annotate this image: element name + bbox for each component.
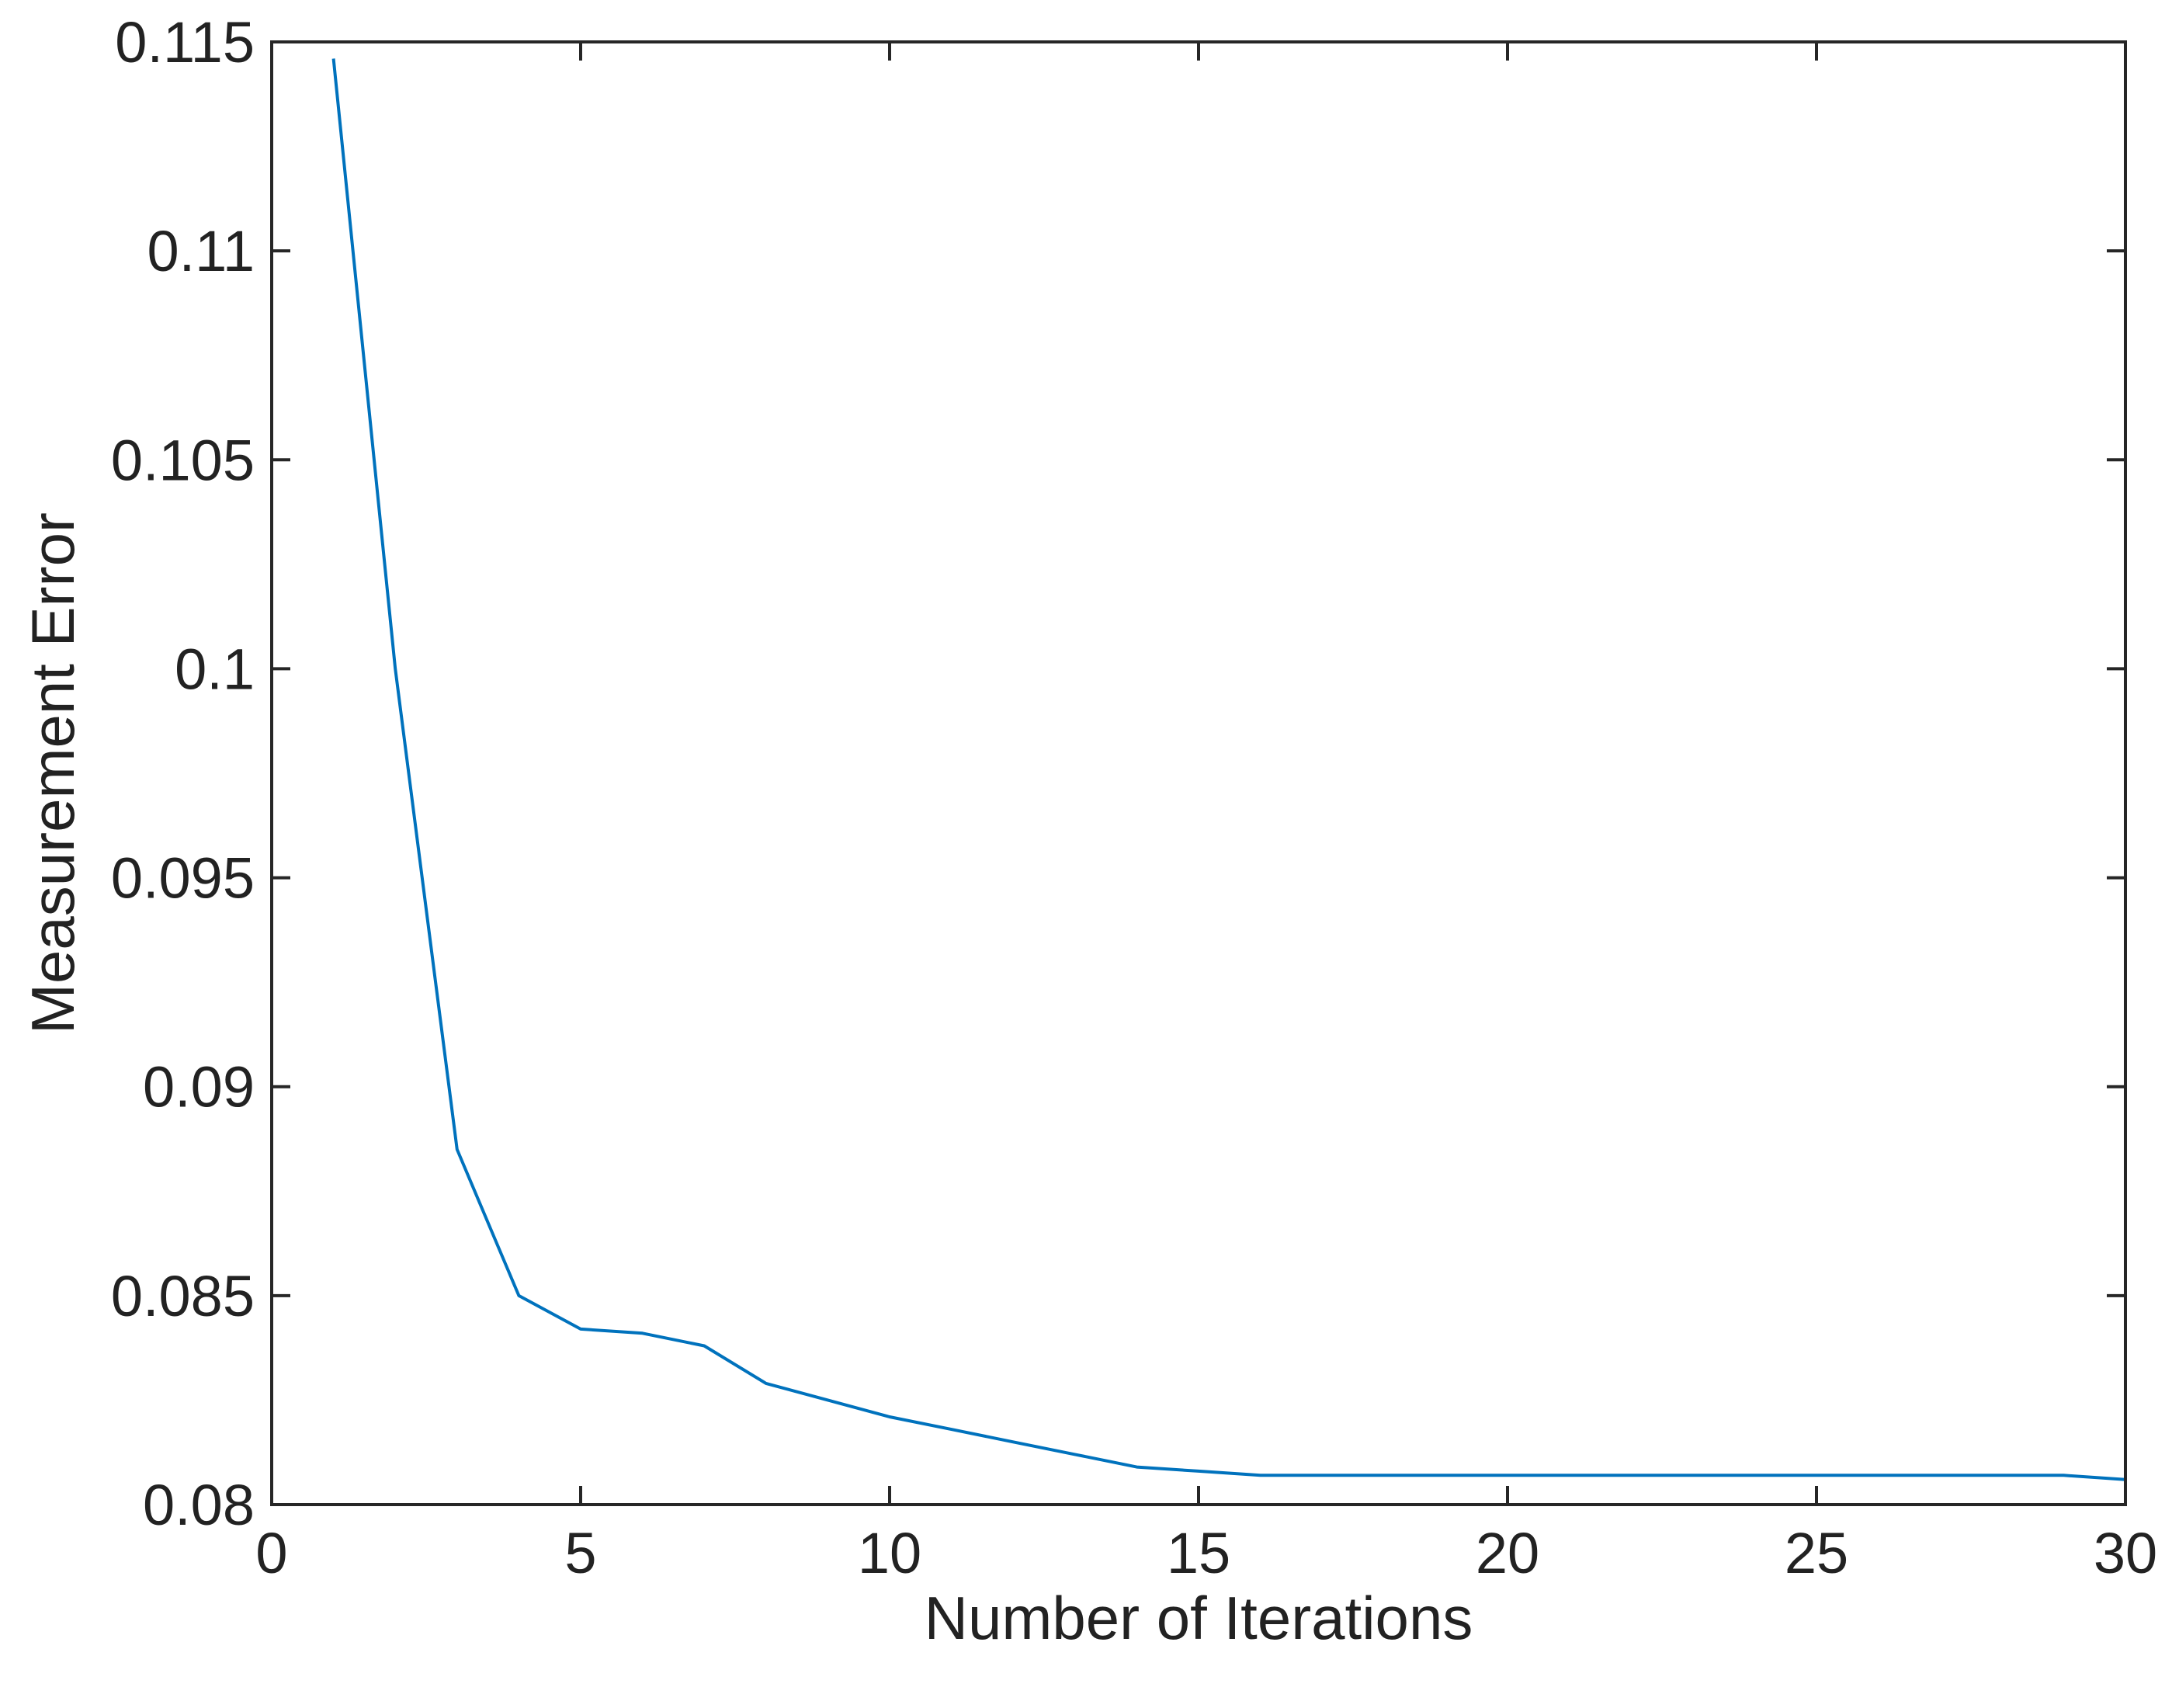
plot-background	[272, 42, 2125, 1505]
series-line	[331, 58, 2126, 1481]
x-tick-label: 15	[1167, 1521, 1230, 1585]
x-tick-label: 30	[2094, 1521, 2157, 1585]
y-tick-label: 0.09	[143, 1055, 255, 1120]
y-axis-label: Measurement Error	[19, 512, 87, 1034]
y-tick-label: 0.105	[111, 428, 255, 492]
series-layer	[331, 58, 2126, 1481]
y-tick-label: 0.08	[143, 1473, 255, 1537]
y-axis-ticks: 0.08 0.085 0.09 0.095 0.1 0.105 0.11 0.115	[111, 10, 2125, 1537]
y-tick-label: 0.1	[175, 637, 255, 701]
x-tick-label: 0	[255, 1521, 287, 1585]
x-tick-label: 10	[858, 1521, 921, 1585]
y-tick-label: 0.095	[111, 846, 255, 911]
y-tick-label: 0.085	[111, 1264, 255, 1328]
x-axis-ticks: 0 5 10 15 20 25 30	[255, 42, 2157, 1585]
x-tick-label: 25	[1785, 1521, 1848, 1585]
y-tick-label: 0.115	[115, 10, 255, 75]
y-tick-label: 0.11	[147, 219, 255, 283]
x-axis-label: Number of Iterations	[925, 1584, 1473, 1652]
x-tick-label: 20	[1476, 1521, 1539, 1585]
plot-frame	[270, 40, 2127, 1506]
x-tick-label: 5	[564, 1521, 596, 1585]
